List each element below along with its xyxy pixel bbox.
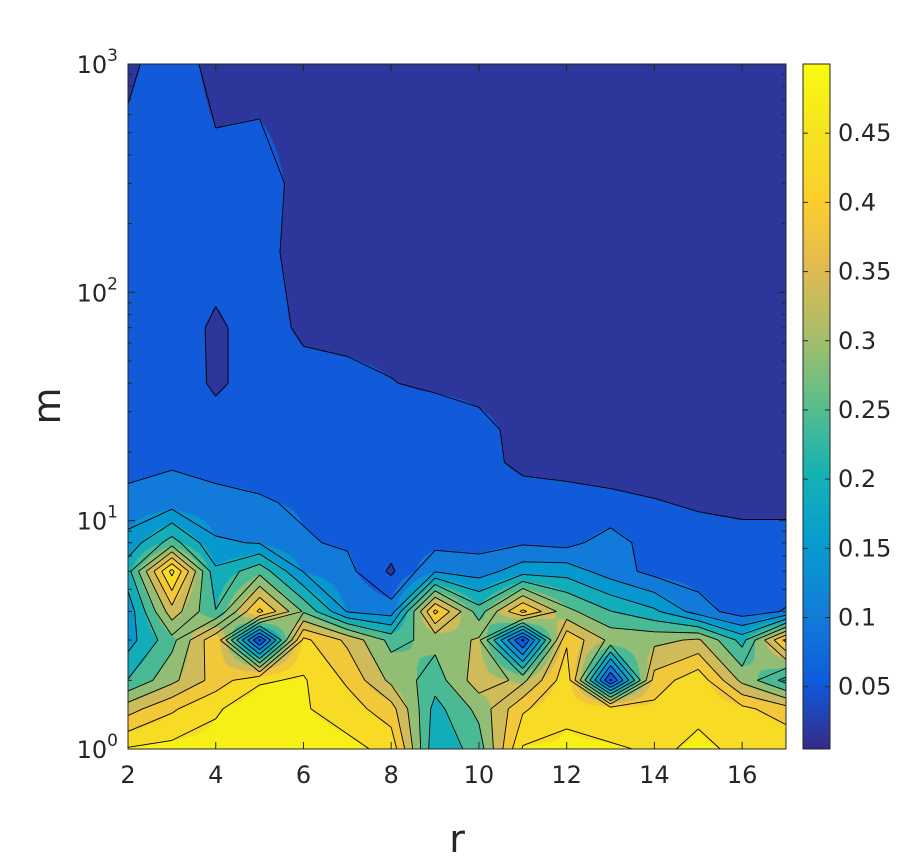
x-tick-label: 6	[296, 761, 311, 789]
x-axis: 2 4 6 8 10 12 14 16	[120, 64, 757, 789]
contour-line-level-4	[128, 522, 786, 692]
x-tick-label: 14	[639, 761, 670, 789]
y-tick-label: 102	[77, 274, 118, 307]
y-tick-label: 103	[77, 46, 118, 79]
x-tick-label: 2	[120, 761, 135, 789]
colorbar-tick-label: 0.15	[838, 534, 891, 562]
colorbar-tick-label: 0.2	[838, 465, 876, 493]
colorbar-ticks: 0.05 0.1 0.15 0.2 0.25 0.3 0.35 0.4 0.45	[803, 119, 891, 701]
colorbar-tick-label: 0.25	[838, 396, 891, 424]
contour-line-level-3	[128, 508, 786, 688]
contour-line-level-7	[128, 551, 786, 749]
y-tick-label: 100	[77, 731, 118, 764]
colorbar-gradient	[803, 64, 830, 749]
contour-line-level-5	[128, 536, 786, 749]
colorbar: 0.05 0.1 0.15 0.2 0.25 0.3 0.35 0.4 0.45	[802, 63, 891, 750]
contour-lines	[128, 64, 786, 749]
colorbar-frame	[802, 63, 831, 750]
plot-frame	[127, 63, 787, 750]
colorbar-tick-label: 0.3	[838, 327, 876, 355]
colorbar-tick-label: 0.45	[838, 119, 891, 147]
colorbar-tick-label: 0.05	[838, 673, 891, 701]
contour-line-level-9	[128, 563, 786, 749]
y-axis: 100 101 102 103	[77, 46, 786, 764]
y-tick-label: 101	[77, 503, 118, 536]
contour-line-level-2	[128, 469, 786, 685]
contour-line-level-6	[128, 545, 786, 749]
contour-fill	[128, 64, 786, 749]
y-axis-label: m	[25, 387, 69, 424]
x-tick-label: 12	[551, 761, 582, 789]
x-tick-label: 4	[208, 761, 223, 789]
x-tick-label: 8	[384, 761, 399, 789]
colorbar-tick-label: 0.4	[838, 188, 876, 216]
contour-line-level-10	[128, 569, 721, 749]
x-tick-label: 10	[464, 761, 495, 789]
colorbar-tick-label: 0.35	[838, 258, 891, 286]
colorbar-tick-label: 0.1	[838, 604, 876, 632]
plot-area	[127, 63, 787, 750]
x-tick-label: 16	[727, 761, 758, 789]
contour-line-level-8	[128, 557, 786, 749]
x-axis-label: r	[449, 817, 465, 861]
contour-line-level-1	[128, 64, 786, 682]
